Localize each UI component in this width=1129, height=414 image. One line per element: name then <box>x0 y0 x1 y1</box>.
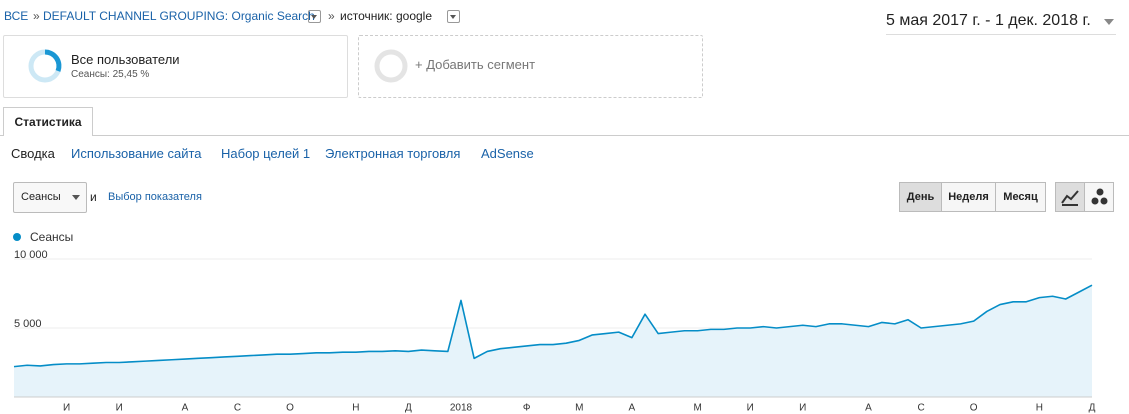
subnav-item[interactable]: Электронная торговля <box>325 146 461 161</box>
breadcrumb-channel[interactable]: DEFAULT CHANNEL GROUPING: Organic Search <box>43 9 315 23</box>
breadcrumb-sep: » <box>33 9 40 23</box>
segment-icon <box>28 49 62 83</box>
motion-view-button[interactable] <box>1084 182 1114 212</box>
tab[interactable]: Статистика <box>3 107 93 136</box>
line-icon <box>1061 190 1079 206</box>
segment-subtitle: Сеансы: 25,45 % <box>71 69 150 80</box>
period-button[interactable]: Неделя <box>941 182 996 212</box>
metric-text: Сеансы <box>21 191 61 203</box>
x-tick-label: Д <box>405 403 412 414</box>
line-view-button[interactable] <box>1055 182 1085 212</box>
dropdown-arrow <box>72 195 80 204</box>
legend-label: Сеансы <box>30 230 73 244</box>
date-range[interactable]: 5 мая 2017 г. - 1 дек. 2018 г. <box>886 12 1116 35</box>
x-tick-label: О <box>970 403 978 414</box>
date-range-text: 5 мая 2017 г. - 1 дек. 2018 г. <box>886 12 1091 29</box>
x-tick-label: Ф <box>523 403 531 414</box>
subnav-item[interactable]: Использование сайта <box>71 146 202 161</box>
x-tick-label: И <box>63 403 70 414</box>
x-tick-label: С <box>917 403 924 414</box>
y-tick-label: 5 000 <box>14 318 42 330</box>
x-tick-label: С <box>234 403 241 414</box>
x-tick-label: И <box>799 403 806 414</box>
breadcrumb-sep: » <box>328 9 335 23</box>
metric-dropdown[interactable]: Сеансы <box>13 182 87 213</box>
x-tick-label: А <box>865 403 872 414</box>
y-tick-label: 10 000 <box>14 249 48 261</box>
dropdown-arrow[interactable] <box>308 10 321 23</box>
breadcrumb-source: источник: google <box>340 9 433 23</box>
period-button[interactable]: Месяц <box>995 182 1046 212</box>
x-tick-label: Д <box>1089 403 1096 414</box>
x-tick-label: М <box>575 403 583 414</box>
add-segment-text: + Добавить сегмент <box>415 57 536 72</box>
chart: 5 000 10 000 Сеансы И И А С О Н Д 2018 Ф М А М И И А С О Н Д <box>13 230 1096 414</box>
add-segment[interactable]: + Добавить сегмент <box>358 35 703 98</box>
legend-marker <box>13 233 21 241</box>
and-text: и <box>90 190 97 204</box>
segment-title: Все пользователи <box>71 52 180 67</box>
x-tick-label: 2018 <box>450 403 473 414</box>
motion-icon <box>1091 188 1108 205</box>
tab-rule <box>0 135 1129 136</box>
breadcrumb-all[interactable]: ВСЕ <box>4 9 29 23</box>
x-tick-label: А <box>182 403 189 414</box>
x-tick-label: Н <box>352 403 359 414</box>
x-tick-label: О <box>286 403 294 414</box>
x-tick-label: И <box>116 403 123 414</box>
date-arrow <box>1104 19 1114 30</box>
subnav-item[interactable]: AdSense <box>481 146 534 161</box>
x-tick-label: А <box>629 403 636 414</box>
add-segment-icon <box>374 49 408 83</box>
x-tick-label: И <box>747 403 754 414</box>
subnav-item[interactable]: Набор целей 1 <box>221 146 311 161</box>
pick-metric[interactable]: Выбор показателя <box>108 191 202 203</box>
series-area <box>14 285 1092 397</box>
segment-card[interactable]: Все пользователи Сеансы: 25,45 % <box>3 35 348 98</box>
x-tick-label: М <box>693 403 701 414</box>
dropdown-arrow[interactable] <box>447 10 460 23</box>
period-button[interactable]: День <box>899 182 942 212</box>
x-tick-label: Н <box>1036 403 1043 414</box>
series-line <box>13 284 1093 368</box>
subnav-item[interactable]: Сводка <box>11 146 55 161</box>
